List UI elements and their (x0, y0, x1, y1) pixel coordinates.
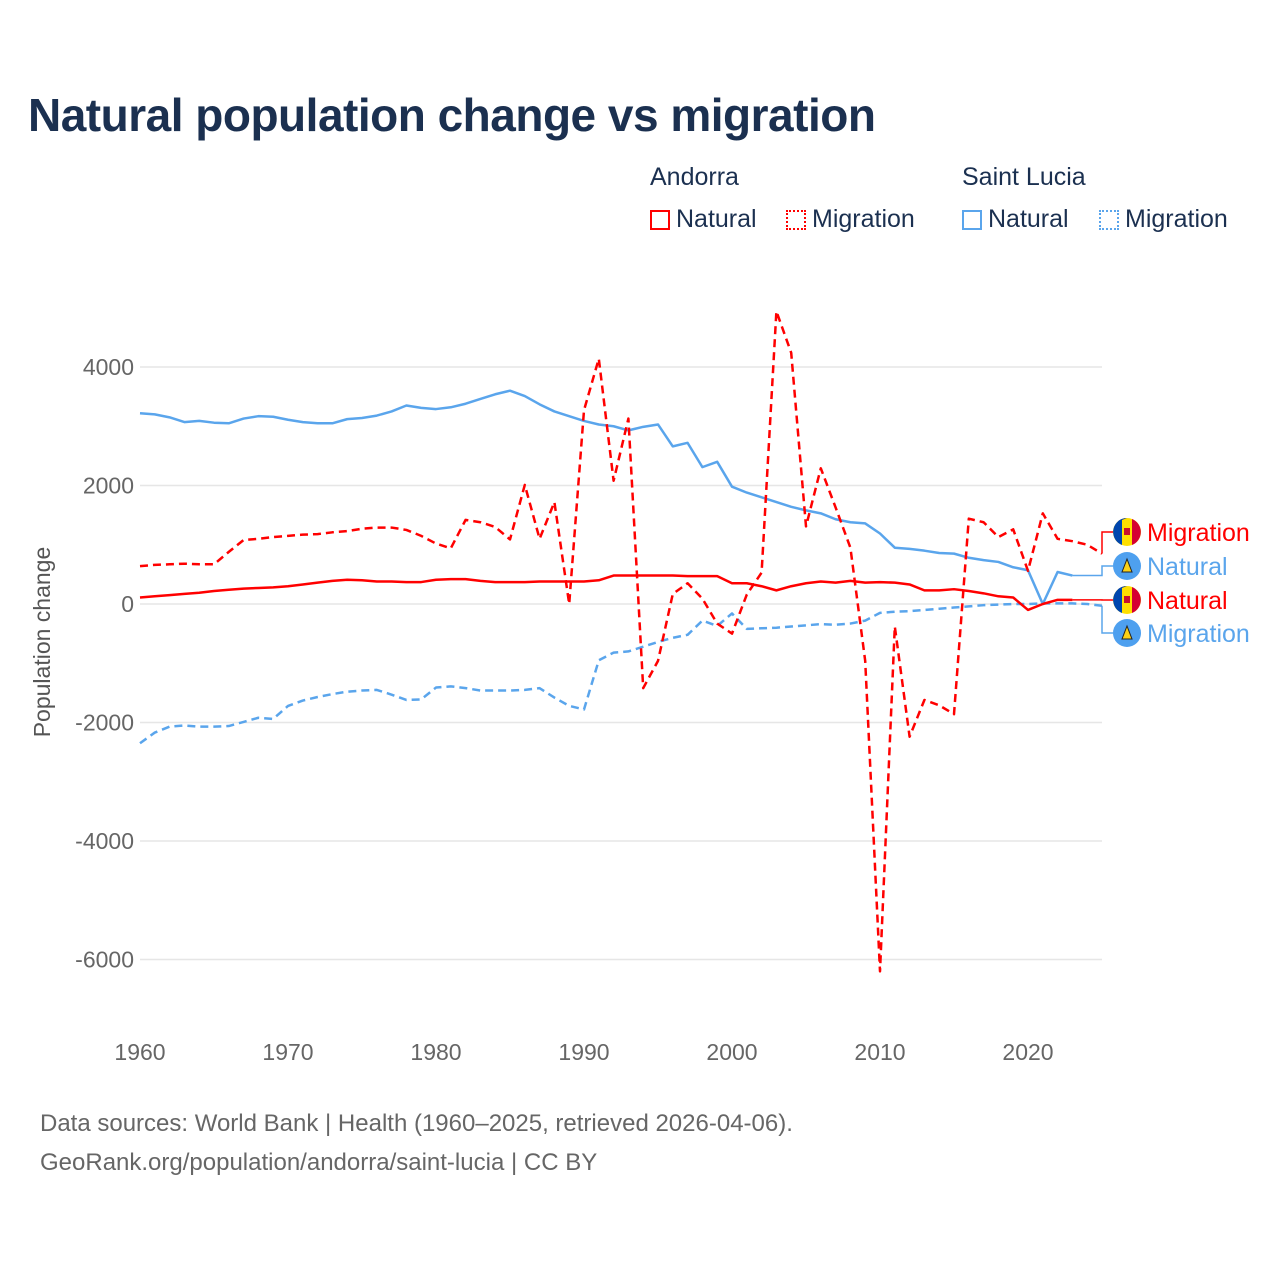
legend-group-andorra: Andorra (650, 163, 739, 191)
series-line-andorra-natural (139, 574, 1073, 612)
label-connector (1072, 565, 1113, 577)
series-line-saint-lucia-natural (139, 389, 1073, 606)
label-connector (1101, 605, 1113, 634)
legend-group-saint-lucia: Saint Lucia (962, 163, 1086, 191)
dotted-swatch-icon (1099, 209, 1119, 230)
andorra-flag-blue-band (1113, 587, 1122, 613)
andorra-coat-icon (1124, 528, 1130, 535)
end-label: Natural (1147, 553, 1228, 581)
legend-label: Natural (988, 205, 1069, 233)
y-tick-label: 0 (121, 591, 134, 617)
x-tick-label: 1960 (114, 1039, 165, 1065)
solid-swatch-icon (962, 209, 982, 230)
andorra-coat-icon (1124, 596, 1130, 603)
andorra-flag-red-band (1132, 587, 1141, 613)
footer-link[interactable]: GeoRank.org/population/andorra/saint-luc… (40, 1149, 598, 1176)
solid-swatch-icon (650, 209, 670, 230)
x-tick-label: 1990 (558, 1039, 609, 1065)
end-label: Migration (1147, 519, 1250, 547)
legend-label: Natural (676, 205, 757, 233)
series-line-saint-lucia-migration (139, 602, 1103, 745)
y-tick-label: 2000 (83, 473, 134, 499)
legend-andorra-natural[interactable]: Natural (650, 205, 757, 234)
x-tick-label: 2000 (706, 1039, 757, 1065)
series-line-andorra-migration (139, 310, 1103, 973)
legend-saint-lucia-migration[interactable]: Migration (1099, 205, 1228, 234)
legend-saint-lucia-natural[interactable]: Natural (962, 205, 1069, 234)
x-tick-label: 1980 (410, 1039, 461, 1065)
y-tick-label: -4000 (75, 828, 134, 854)
andorra-flag-red-band (1132, 519, 1141, 545)
x-tick-label: 1970 (262, 1039, 313, 1065)
end-label: Migration (1147, 620, 1250, 648)
saint-lucia-triangle-icon (1121, 557, 1133, 573)
x-tick-label: 2020 (1002, 1039, 1053, 1065)
y-tick-label: -2000 (75, 710, 134, 736)
legend-andorra-migration[interactable]: Migration (786, 205, 915, 234)
saint-lucia-triangle-icon (1121, 624, 1133, 640)
y-tick-label: 4000 (83, 354, 134, 380)
end-label: Natural (1147, 587, 1228, 615)
legend-label: Migration (1125, 205, 1228, 233)
andorra-flag-blue-band (1113, 519, 1122, 545)
footer-sources: Data sources: World Bank | Health (1960–… (40, 1110, 793, 1137)
x-tick-label: 2010 (854, 1039, 905, 1065)
chart-title: Natural population change vs migration (28, 89, 876, 141)
y-tick-label: -6000 (75, 947, 134, 973)
label-connector (1101, 531, 1113, 554)
dotted-swatch-icon (786, 209, 806, 230)
y-axis-label: Population change (29, 547, 55, 738)
legend-label: Migration (812, 205, 915, 233)
